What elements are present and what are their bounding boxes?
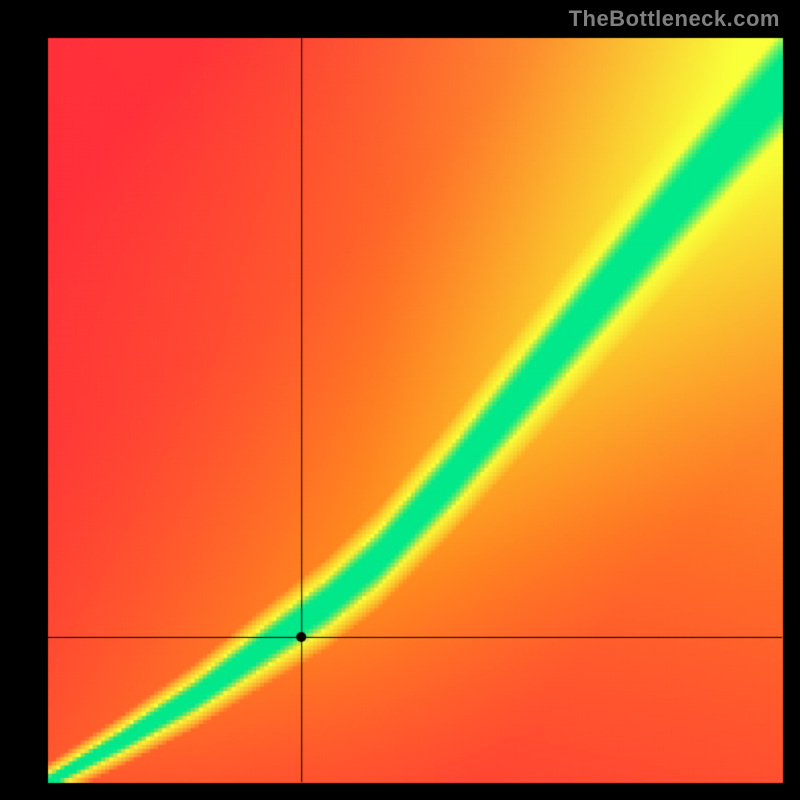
bottleneck-heatmap xyxy=(0,0,800,800)
chart-container: { "watermark": { "text": "TheBottleneck.… xyxy=(0,0,800,800)
watermark-text: TheBottleneck.com xyxy=(569,6,780,32)
